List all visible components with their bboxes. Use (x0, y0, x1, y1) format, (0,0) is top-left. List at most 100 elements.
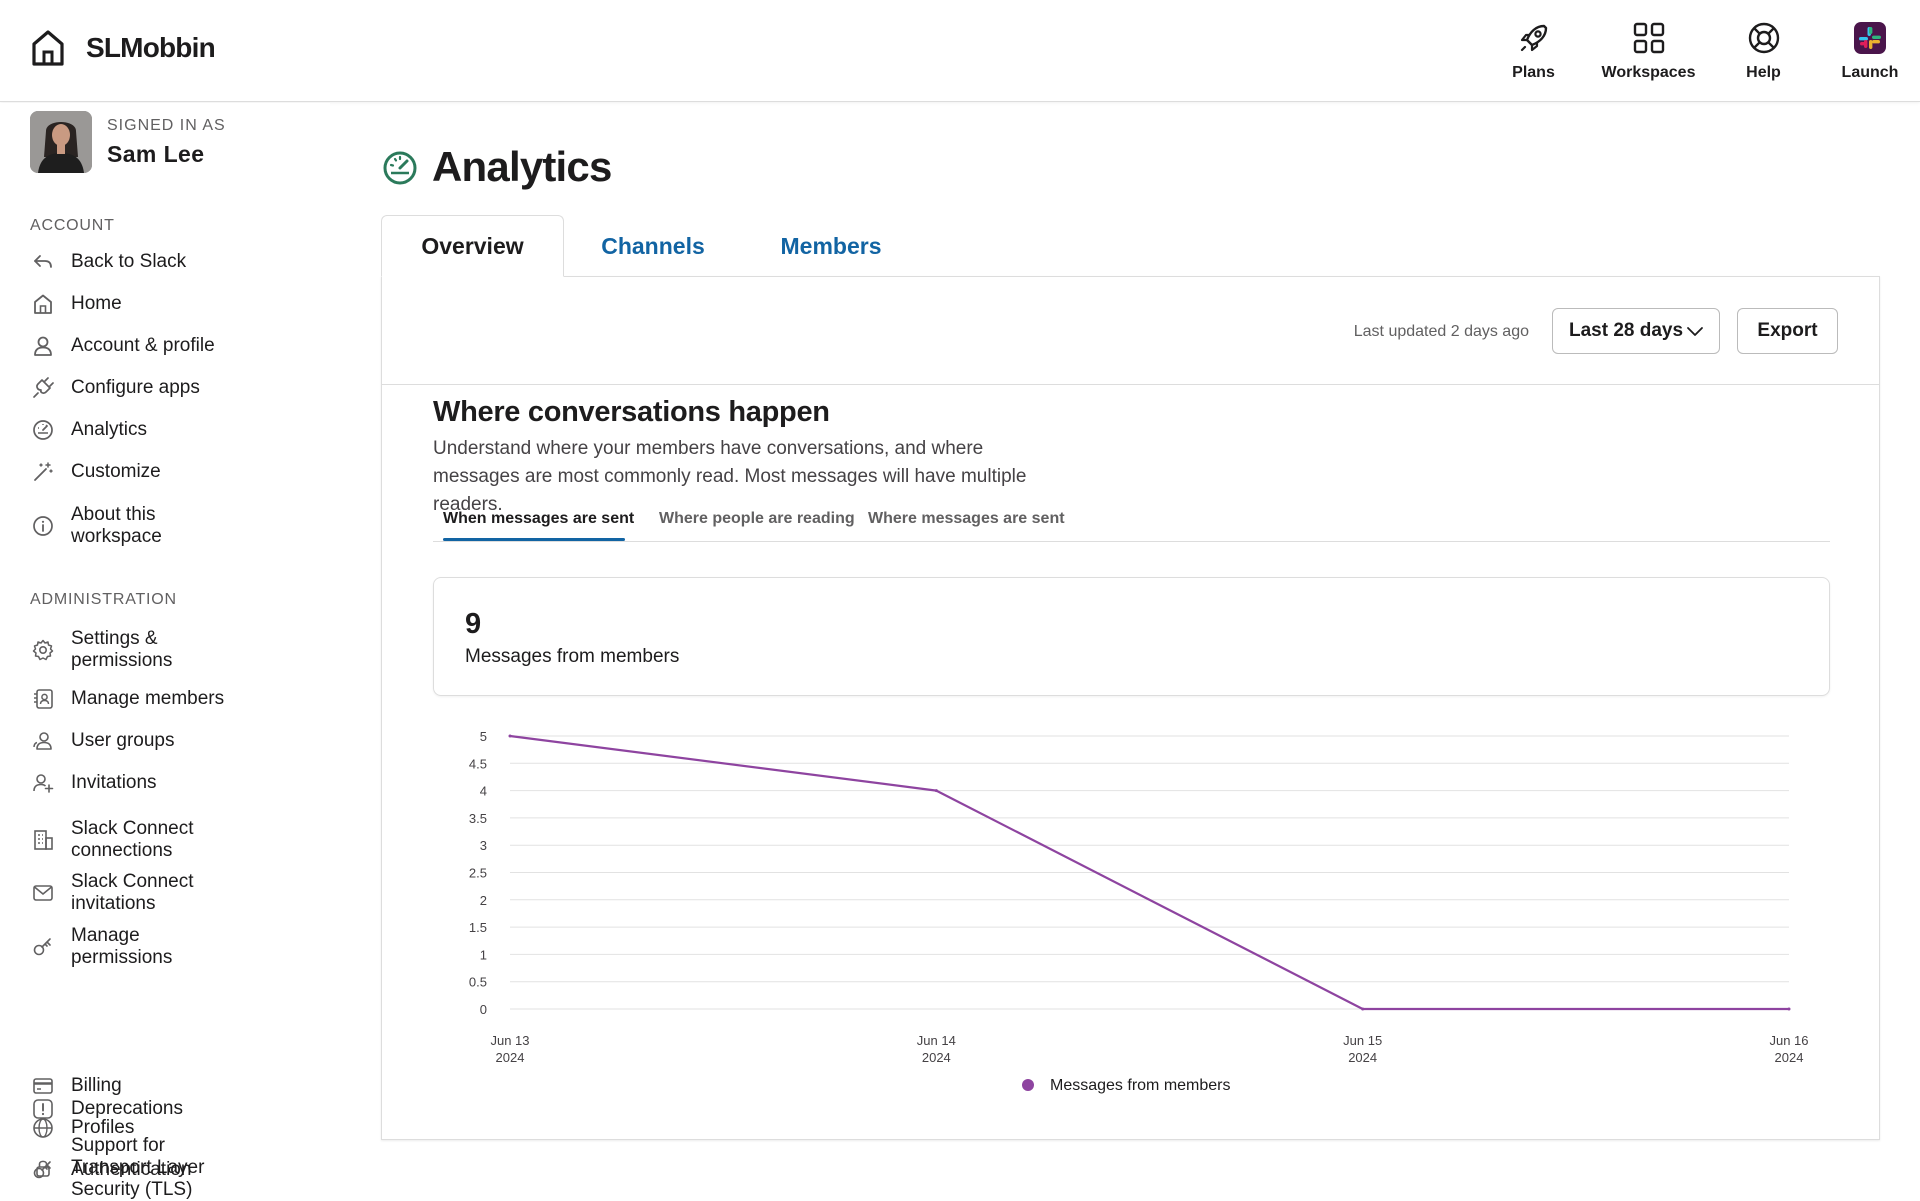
tab-overview[interactable]: Overview (381, 215, 564, 277)
page-title: Analytics (432, 143, 612, 190)
user-name: Sam Lee (107, 140, 205, 167)
y-tick-label: 2.5 (469, 866, 487, 881)
user-group-icon (30, 728, 56, 754)
y-tick-label: 0 (480, 1002, 487, 1017)
sidebar-item-analytics[interactable]: Analytics (30, 417, 147, 443)
data-point (1361, 1007, 1365, 1011)
tab-members[interactable]: Members (742, 215, 920, 277)
sidebar-item-label: Home (71, 293, 122, 314)
alert-icon (30, 1096, 56, 1122)
last-updated-text: Last updated 2 days ago (1353, 323, 1529, 340)
sidebar-item-settings-permissions[interactable]: Settings & permissions (30, 628, 201, 672)
back-arrow-icon (30, 249, 56, 275)
sidebar-item-account-profile[interactable]: Account & profile (30, 333, 215, 359)
workspaces-button[interactable]: Workspaces (1590, 20, 1707, 84)
sidebar-item-slack-connect-invitations[interactable]: Slack Connect invitations (30, 871, 221, 915)
sidebar-item-tls-support[interactable]: Support for Transport Layer Security (TL… (30, 1135, 221, 1201)
member-list-icon (30, 686, 56, 712)
x-tick-label: 2024 (496, 1050, 525, 1065)
stat-label: Messages from members (465, 646, 680, 667)
sidebar-item-label: Invitations (71, 772, 157, 793)
subtab-when-messages-sent[interactable]: When messages are sent (443, 510, 635, 527)
envelope-icon (30, 880, 56, 906)
messages-line-chart: 0 0.5 1 1.5 2 2.5 3 3.5 4 4.5 5 Jun 13 2024 Jun 14 202… (469, 729, 1809, 1094)
stat-card: 9 Messages from members (433, 577, 1830, 696)
conversation-subtabs: When messages are sent Where people are … (433, 502, 1830, 542)
y-tick-label: 4.5 (469, 756, 487, 771)
avatar (30, 111, 92, 173)
date-range-value: Last 28 days (1569, 320, 1684, 341)
subtab-where-messages-sent[interactable]: Where messages are sent (868, 510, 1065, 527)
y-tick-label: 1 (480, 947, 487, 962)
active-subtab-indicator (443, 538, 625, 541)
x-tick-label: Jun 13 (490, 1033, 529, 1048)
tab-channels[interactable]: Channels (564, 215, 742, 277)
stat-value: 9 (465, 608, 482, 640)
sidebar-item-label: Support for Transport Layer Security (TL… (71, 1135, 205, 1200)
chevron-down-icon (1685, 321, 1705, 341)
sidebar-item-back-to-slack[interactable]: Back to Slack (30, 249, 186, 275)
key-icon (30, 934, 56, 960)
date-range-select[interactable]: Last 28 days (1552, 308, 1720, 354)
launch-button[interactable]: Launch (1820, 20, 1920, 84)
sidebar-item-deprecations[interactable]: Deprecations (30, 1096, 183, 1122)
series-line (509, 734, 1789, 1011)
export-button[interactable]: Export (1737, 308, 1838, 354)
page-heading: Analytics (382, 143, 612, 191)
data-point (508, 734, 512, 738)
sidebar-item-label: Authentication (71, 1159, 192, 1180)
sidebar-item-label: Manage members (71, 688, 225, 709)
sidebar-item-label: Back to Slack (71, 251, 187, 272)
brand[interactable]: SLMobbin (30, 28, 216, 68)
sidebar-item-billing[interactable]: Billing (30, 1073, 122, 1099)
account-section-title: ACCOUNT (30, 217, 115, 234)
sidebar-item-slack-connect-connections[interactable]: Slack Connect connections (30, 818, 221, 862)
help-button[interactable]: Help (1707, 20, 1820, 84)
sidebar-item-customize[interactable]: Customize (30, 459, 161, 485)
sidebar-item-manage-members[interactable]: Manage members (30, 686, 224, 712)
sidebar-item-authentication[interactable]: Authentication (30, 1157, 191, 1183)
section-description: Understand where your members have conve… (433, 438, 1027, 515)
sidebar-item-label: Customize (71, 461, 161, 482)
x-tick-label: 2024 (1775, 1050, 1804, 1065)
brand-name: SLMobbin (86, 32, 216, 63)
administration-section-title: ADMINISTRATION (30, 591, 177, 608)
help-label: Help (1746, 64, 1781, 81)
tab-label: Members (780, 232, 882, 259)
tab-label: Overview (421, 232, 524, 259)
person-icon (30, 333, 56, 359)
sidebar-item-profiles[interactable]: Profiles (30, 1115, 134, 1141)
sidebar: SIGNED IN AS Sam Lee ACCOUNT Back to Sla… (0, 103, 330, 1200)
credit-card-icon (30, 1073, 56, 1099)
legend-marker (1022, 1079, 1034, 1091)
sidebar-item-home[interactable]: Home (30, 291, 122, 317)
plug-icon (30, 375, 56, 401)
sidebar-item-label: Slack Connect connections (71, 818, 194, 861)
y-tick-label: 1.5 (469, 920, 487, 935)
plans-button[interactable]: Plans (1477, 20, 1590, 84)
subtab-where-people-reading[interactable]: Where people are reading (659, 510, 855, 527)
home-icon (30, 291, 56, 317)
sidebar-item-about-workspace[interactable]: About this workspace (30, 504, 230, 548)
x-tick-label: 2024 (1348, 1050, 1377, 1065)
sidebar-item-invitations[interactable]: Invitations (30, 770, 157, 796)
slack-logo-icon (1852, 20, 1888, 56)
sidebar-item-label: About this workspace (71, 504, 162, 547)
sidebar-item-label: Account & profile (71, 335, 215, 356)
data-point (1787, 1007, 1791, 1011)
launch-label: Launch (1841, 64, 1899, 81)
x-tick-label: Jun 15 (1343, 1033, 1382, 1048)
sidebar-item-label: Billing (71, 1075, 122, 1096)
sidebar-item-label: Deprecations (71, 1098, 183, 1119)
sidebar-item-configure-apps[interactable]: Configure apps (30, 375, 200, 401)
x-tick-label: Jun 14 (917, 1033, 956, 1048)
x-tick-label: 2024 (922, 1050, 951, 1065)
sidebar-item-user-groups[interactable]: User groups (30, 728, 175, 754)
add-person-icon (30, 770, 56, 796)
lifebuoy-icon (1746, 20, 1782, 56)
y-tick-label: 0.5 (469, 975, 487, 990)
workspaces-label: Workspaces (1601, 64, 1696, 81)
lock-icon (30, 1155, 56, 1181)
sidebar-item-manage-permissions[interactable]: Manage permissions (30, 925, 201, 969)
y-tick-label: 5 (480, 729, 487, 744)
